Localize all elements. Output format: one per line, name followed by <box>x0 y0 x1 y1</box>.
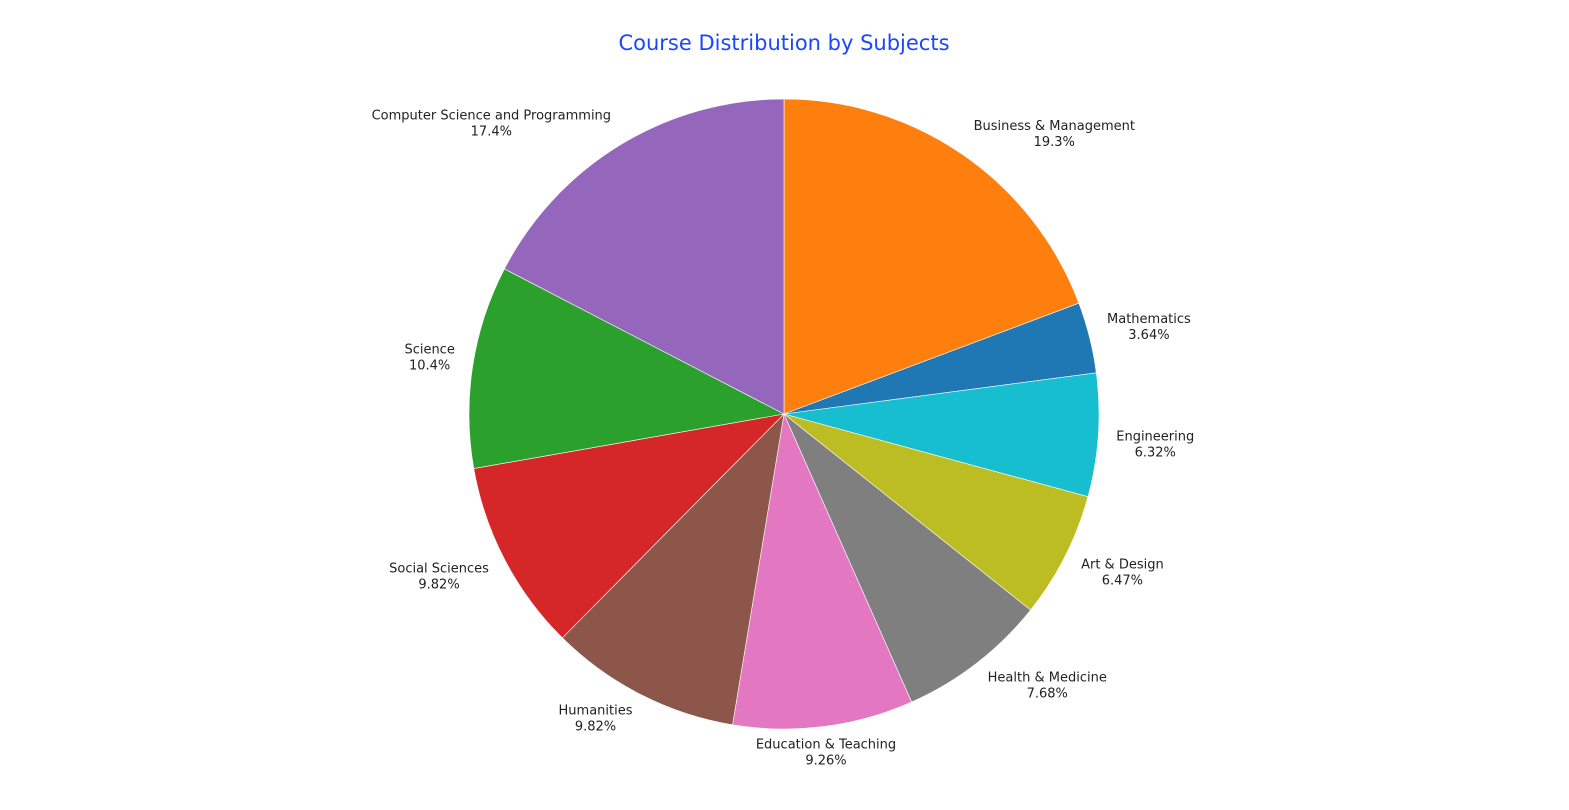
pie-slice-humanities[interactable] <box>561 413 785 726</box>
slice-percent: 17.4% <box>471 124 512 139</box>
slice-name: Engineering <box>1116 429 1194 444</box>
pie-slice-art-design[interactable] <box>783 413 1089 611</box>
pie-slice-social-sciences[interactable] <box>473 413 785 639</box>
slice-percent: 9.82% <box>575 720 616 735</box>
pie-slice-business-management[interactable] <box>783 98 1080 415</box>
slice-name: Education & Teaching <box>756 737 896 752</box>
slice-name: Humanities <box>559 704 633 719</box>
pie-slice-science[interactable] <box>468 268 785 469</box>
chart-title: Course Distribution by Subjects <box>618 31 949 55</box>
slice-percent: 7.68% <box>1027 686 1068 701</box>
pie-slice-computer-science-and-programming[interactable] <box>504 98 785 415</box>
slice-percent: 9.82% <box>418 577 459 592</box>
slice-name: Business & Management <box>974 119 1135 134</box>
pie-slice-engineering[interactable] <box>783 372 1100 498</box>
slice-percent: 9.26% <box>805 753 846 768</box>
pie-slice-health-medicine[interactable] <box>783 413 1031 703</box>
pie-slices <box>468 98 1100 730</box>
slice-name: Science <box>404 342 454 357</box>
slice-name: Health & Medicine <box>988 670 1107 685</box>
slice-percent: 3.64% <box>1128 328 1169 343</box>
slice-percent: 10.4% <box>409 358 450 373</box>
slice-percent: 6.47% <box>1102 573 1143 588</box>
slice-percent: 6.32% <box>1135 445 1176 460</box>
slice-name: Art & Design <box>1081 557 1164 572</box>
slice-name: Computer Science and Programming <box>372 108 612 123</box>
slice-percent: 19.3% <box>1034 135 1075 150</box>
pie-slice-education-teaching[interactable] <box>732 412 912 730</box>
slice-name: Social Sciences <box>389 561 489 576</box>
slice-name: Mathematics <box>1107 312 1191 327</box>
